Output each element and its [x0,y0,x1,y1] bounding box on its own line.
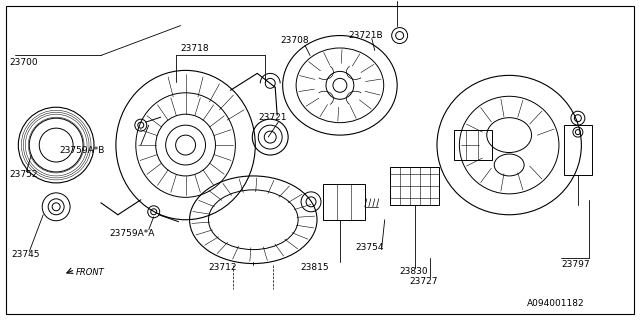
Text: FRONT: FRONT [76,268,105,277]
Bar [454,130,492,160]
Text: 23727: 23727 [410,277,438,286]
Text: 23700: 23700 [10,58,38,67]
Text: 23712: 23712 [209,263,237,272]
Text: 23754: 23754 [356,243,385,252]
Bar [323,184,365,220]
Text: 23797: 23797 [561,260,589,269]
Text: 23759A*B: 23759A*B [59,146,104,155]
Text: 23721B: 23721B [348,31,383,40]
Text: 23721: 23721 [259,113,287,122]
Text: 23759A*A: 23759A*A [109,229,154,238]
Text: 23718: 23718 [180,44,209,53]
Text: A094001182: A094001182 [527,299,585,308]
Text: 23830: 23830 [399,267,428,276]
Text: 23752: 23752 [10,171,38,180]
Text: 23745: 23745 [12,250,40,259]
Text: 23815: 23815 [300,263,329,272]
Bar [564,125,592,175]
Bar [390,167,440,205]
Text: 23708: 23708 [280,36,308,45]
